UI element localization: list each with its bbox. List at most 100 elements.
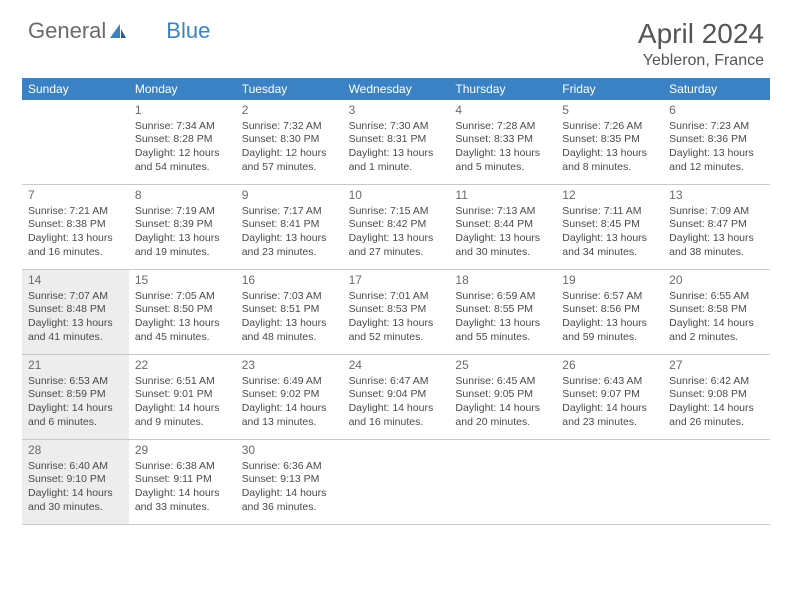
week-row: 28Sunrise: 6:40 AMSunset: 9:10 PMDayligh… xyxy=(22,440,770,525)
sunrise-text: Sunrise: 6:51 AM xyxy=(135,375,230,389)
sunrise-text: Sunrise: 6:38 AM xyxy=(135,460,230,474)
daylight-text: Daylight: 13 hours and 59 minutes. xyxy=(562,317,657,344)
day-number: 21 xyxy=(28,358,123,374)
day-number: 15 xyxy=(135,273,230,289)
calendar-cell: 16Sunrise: 7:03 AMSunset: 8:51 PMDayligh… xyxy=(236,270,343,354)
calendar-cell xyxy=(663,440,770,524)
sunrise-text: Sunrise: 7:30 AM xyxy=(349,120,444,134)
sunrise-text: Sunrise: 6:53 AM xyxy=(28,375,123,389)
calendar-cell: 12Sunrise: 7:11 AMSunset: 8:45 PMDayligh… xyxy=(556,185,663,269)
calendar-cell: 5Sunrise: 7:26 AMSunset: 8:35 PMDaylight… xyxy=(556,100,663,184)
calendar-cell: 1Sunrise: 7:34 AMSunset: 8:28 PMDaylight… xyxy=(129,100,236,184)
daylight-text: Daylight: 13 hours and 34 minutes. xyxy=(562,232,657,259)
sunrise-text: Sunrise: 7:21 AM xyxy=(28,205,123,219)
calendar-cell: 17Sunrise: 7:01 AMSunset: 8:53 PMDayligh… xyxy=(343,270,450,354)
daylight-text: Daylight: 13 hours and 1 minute. xyxy=(349,147,444,174)
sunset-text: Sunset: 8:56 PM xyxy=(562,303,657,317)
calendar-cell: 27Sunrise: 6:42 AMSunset: 9:08 PMDayligh… xyxy=(663,355,770,439)
calendar-cell: 22Sunrise: 6:51 AMSunset: 9:01 PMDayligh… xyxy=(129,355,236,439)
sunrise-text: Sunrise: 7:34 AM xyxy=(135,120,230,134)
calendar-cell: 15Sunrise: 7:05 AMSunset: 8:50 PMDayligh… xyxy=(129,270,236,354)
daylight-text: Daylight: 13 hours and 30 minutes. xyxy=(455,232,550,259)
day-number: 1 xyxy=(135,103,230,119)
daylight-text: Daylight: 13 hours and 12 minutes. xyxy=(669,147,764,174)
sunset-text: Sunset: 9:07 PM xyxy=(562,388,657,402)
sunset-text: Sunset: 9:02 PM xyxy=(242,388,337,402)
day-number: 29 xyxy=(135,443,230,459)
sunrise-text: Sunrise: 7:19 AM xyxy=(135,205,230,219)
sunset-text: Sunset: 9:05 PM xyxy=(455,388,550,402)
week-row: 21Sunrise: 6:53 AMSunset: 8:59 PM Dayligh… xyxy=(22,355,770,440)
calendar-cell: 6Sunrise: 7:23 AMSunset: 8:36 PMDaylight… xyxy=(663,100,770,184)
day-label: Tuesday xyxy=(236,78,343,100)
day-number: 18 xyxy=(455,273,550,289)
daylight-text: Daylight: 13 hours and 48 minutes. xyxy=(242,317,337,344)
calendar-cell: 29Sunrise: 6:38 AMSunset: 9:11 PMDayligh… xyxy=(129,440,236,524)
sunrise-text: Sunrise: 6:40 AM xyxy=(28,460,123,474)
daylight-text: Daylight: 13 hours and 23 minutes. xyxy=(242,232,337,259)
sunrise-text: Sunrise: 7:28 AM xyxy=(455,120,550,134)
daylight-text: Daylight: 13 hours and 38 minutes. xyxy=(669,232,764,259)
location-label: Yebleron, France xyxy=(638,52,764,70)
day-number: 14 xyxy=(28,273,123,289)
daylight-text: Daylight: 13 hours and 5 minutes. xyxy=(455,147,550,174)
daylight-text: Daylight: 14 hours and 2 minutes. xyxy=(669,317,764,344)
daylight-text: Daylight: 14 hours and 9 minutes. xyxy=(135,402,230,429)
calendar-cell: 30Sunrise: 6:36 AMSunset: 9:13 PMDayligh… xyxy=(236,440,343,524)
sunrise-text: Sunrise: 6:47 AM xyxy=(349,375,444,389)
day-number: 2 xyxy=(242,103,337,119)
sunset-text: Sunset: 8:36 PM xyxy=(669,133,764,147)
sunset-text: Sunset: 8:30 PM xyxy=(242,133,337,147)
day-number: 5 xyxy=(562,103,657,119)
sunset-text: Sunset: 8:48 PM xyxy=(28,303,123,317)
day-label: Monday xyxy=(129,78,236,100)
daylight-text: Daylight: 13 hours and 55 minutes. xyxy=(455,317,550,344)
day-label: Saturday xyxy=(663,78,770,100)
sunrise-text: Sunrise: 7:32 AM xyxy=(242,120,337,134)
sunset-text: Sunset: 9:10 PM xyxy=(28,473,123,487)
daylight-text: Daylight: 14 hours and 33 minutes. xyxy=(135,487,230,514)
daylight-text: Daylight: 13 hours and 8 minutes. xyxy=(562,147,657,174)
daylight-text: Daylight: 13 hours and 27 minutes. xyxy=(349,232,444,259)
daylight-text: Daylight: 14 hours and 23 minutes. xyxy=(562,402,657,429)
sunset-text: Sunset: 8:55 PM xyxy=(455,303,550,317)
sunrise-text: Sunrise: 7:03 AM xyxy=(242,290,337,304)
sunset-text: Sunset: 8:28 PM xyxy=(135,133,230,147)
daylight-text: Daylight: 14 hours and 26 minutes. xyxy=(669,402,764,429)
calendar-cell: 7Sunrise: 7:21 AMSunset: 8:38 PMDaylight… xyxy=(22,185,129,269)
day-number: 22 xyxy=(135,358,230,374)
daylight-text: Daylight: 13 hours and 52 minutes. xyxy=(349,317,444,344)
calendar-cell xyxy=(449,440,556,524)
sunset-text: Sunset: 8:44 PM xyxy=(455,218,550,232)
calendar-cell xyxy=(343,440,450,524)
sunrise-text: Sunrise: 7:13 AM xyxy=(455,205,550,219)
calendar-cell xyxy=(22,100,129,184)
sunrise-text: Sunrise: 6:45 AM xyxy=(455,375,550,389)
sunrise-text: Sunrise: 6:36 AM xyxy=(242,460,337,474)
calendar-cell: 9Sunrise: 7:17 AMSunset: 8:41 PMDaylight… xyxy=(236,185,343,269)
sunrise-text: Sunrise: 6:55 AM xyxy=(669,290,764,304)
sunrise-text: Sunrise: 7:15 AM xyxy=(349,205,444,219)
brand-part2: Blue xyxy=(166,18,210,44)
day-number: 30 xyxy=(242,443,337,459)
sunset-text: Sunset: 8:59 PM xyxy=(28,388,123,402)
day-number: 6 xyxy=(669,103,764,119)
calendar-cell: 4Sunrise: 7:28 AMSunset: 8:33 PMDaylight… xyxy=(449,100,556,184)
calendar-cell: 20Sunrise: 6:55 AMSunset: 8:58 PMDayligh… xyxy=(663,270,770,354)
calendar-cell: 11Sunrise: 7:13 AMSunset: 8:44 PMDayligh… xyxy=(449,185,556,269)
calendar-cell: 10Sunrise: 7:15 AMSunset: 8:42 PMDayligh… xyxy=(343,185,450,269)
day-label: Friday xyxy=(556,78,663,100)
day-number: 19 xyxy=(562,273,657,289)
day-number: 4 xyxy=(455,103,550,119)
title-block: April 2024 Yebleron, France xyxy=(638,18,764,70)
day-number: 23 xyxy=(242,358,337,374)
sunrise-text: Sunrise: 6:42 AM xyxy=(669,375,764,389)
sunset-text: Sunset: 8:41 PM xyxy=(242,218,337,232)
day-number: 8 xyxy=(135,188,230,204)
sunset-text: Sunset: 8:39 PM xyxy=(135,218,230,232)
sunset-text: Sunset: 8:31 PM xyxy=(349,133,444,147)
calendar-cell xyxy=(556,440,663,524)
calendar-cell: 28Sunrise: 6:40 AMSunset: 9:10 PMDayligh… xyxy=(22,440,129,524)
calendar: Sunday Monday Tuesday Wednesday Thursday… xyxy=(0,78,792,525)
day-number: 13 xyxy=(669,188,764,204)
